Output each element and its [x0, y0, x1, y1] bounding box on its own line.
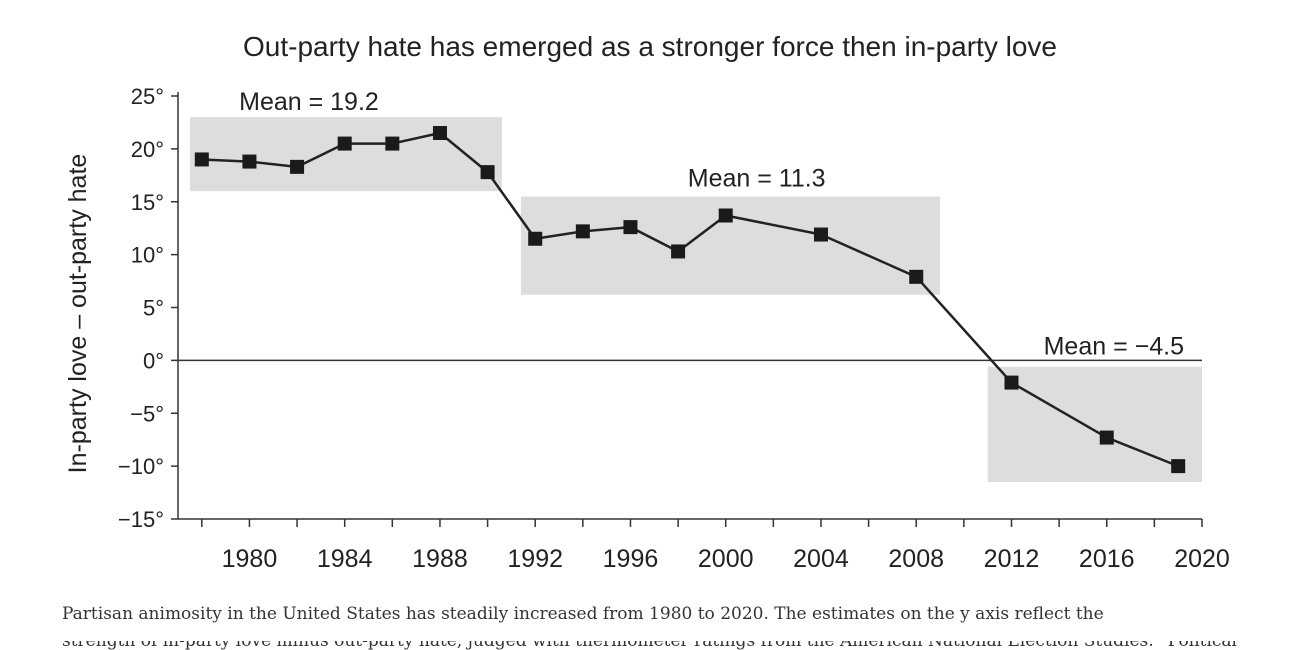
data-point-2016	[1099, 430, 1114, 445]
chart-area: Mean = 19.2 Mean = 11.3 Mean = −4.5 25° 20° 1…	[64, 31, 1230, 573]
data-point-1982	[290, 159, 305, 174]
x-tick-label: 2016	[1079, 545, 1135, 573]
chart-title: Out-party hate has emerged as a stronger…	[243, 31, 1057, 62]
x-tick-label: 1996	[603, 545, 659, 573]
period-box-1	[189, 117, 502, 192]
x-tick-label: 2012	[984, 545, 1040, 573]
y-tick-label: −15°	[118, 507, 164, 532]
data-point-2008	[909, 269, 924, 284]
data-point-1998	[671, 244, 686, 259]
x-tick-label: 2004	[793, 545, 849, 573]
x-tick-label: 2020	[1174, 545, 1230, 573]
y-tick-label: 20°	[131, 137, 164, 162]
figure-caption-line-2-clipped: strength of in-party love minus out-part…	[62, 641, 1262, 650]
y-tick-label: 10°	[131, 243, 164, 268]
y-tick-label: 15°	[131, 190, 164, 215]
data-point-1978	[194, 152, 209, 167]
data-point-2019	[1171, 459, 1186, 474]
x-tick-label: 2008	[888, 545, 944, 573]
period-mean-label-2: Mean = 11.3	[688, 164, 826, 192]
y-tick-label: 5°	[143, 296, 164, 321]
data-point-1986	[385, 136, 400, 151]
period-mean-label-3: Mean = −4.5	[1044, 333, 1184, 361]
x-tick-label: 1980	[222, 545, 278, 573]
period-mean-label-1: Mean = 19.2	[239, 88, 379, 116]
y-tick-label: −5°	[130, 401, 164, 426]
data-point-1996	[623, 220, 638, 235]
x-tick-label: 1992	[507, 545, 563, 573]
x-tick-label: 1984	[317, 545, 373, 573]
data-point-1994	[575, 224, 590, 239]
data-point-1980	[242, 154, 257, 169]
y-tick-label: 0°	[143, 348, 164, 373]
y-tick-label: 25°	[131, 84, 164, 109]
figure-caption-line-1: Partisan animosity in the United States …	[62, 604, 1104, 624]
data-point-1988	[432, 126, 447, 141]
x-tick-label: 2000	[698, 545, 754, 573]
x-tick-label: 1988	[412, 545, 468, 573]
y-axis-title: In-party love – out-party hate	[64, 154, 92, 474]
data-point-2012	[1004, 375, 1019, 390]
data-point-2004	[813, 227, 828, 242]
period-box-3	[987, 366, 1202, 482]
data-point-1990	[480, 165, 495, 180]
data-point-1984	[337, 136, 352, 151]
data-point-1992	[528, 231, 543, 246]
y-tick-label: −10°	[118, 454, 164, 479]
data-point-2000	[718, 208, 733, 223]
